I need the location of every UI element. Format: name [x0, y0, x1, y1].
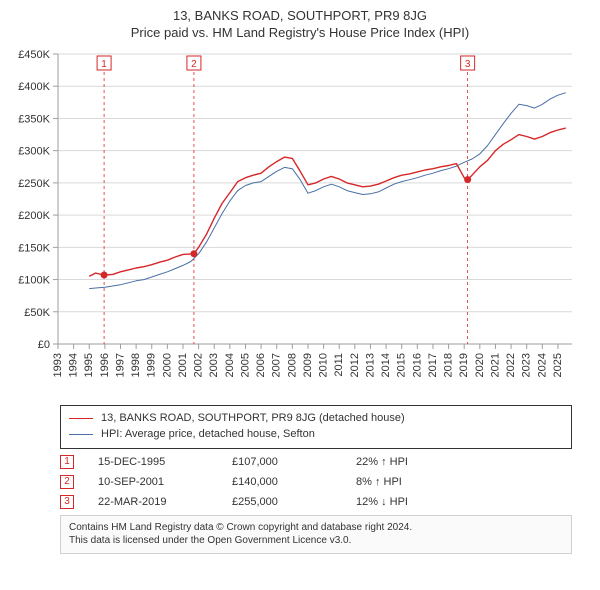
event-hpi-delta: 12% ↓ HPI: [356, 496, 476, 508]
x-axis-label: 2002: [193, 353, 205, 377]
x-axis-label: 2015: [396, 353, 408, 377]
y-axis-label: £150K: [18, 242, 50, 254]
event-price: £140,000: [232, 476, 332, 488]
event-badge-icon: 1: [60, 455, 74, 469]
y-axis-label: £400K: [18, 81, 50, 93]
x-axis-label: 2016: [411, 353, 423, 377]
event-badge-icon: 2: [60, 475, 74, 489]
x-axis-label: 1999: [146, 353, 158, 377]
event-hpi-delta: 8% ↑ HPI: [356, 476, 476, 488]
event-badge-icon: 3: [60, 495, 74, 509]
x-axis-label: 2001: [177, 353, 189, 377]
event-badge-3: 3: [465, 59, 471, 70]
event-price: £255,000: [232, 496, 332, 508]
x-axis-label: 2012: [349, 353, 361, 377]
event-row: 3 22-MAR-2019 £255,000 12% ↓ HPI: [60, 495, 572, 509]
y-axis-label: £250K: [18, 178, 50, 190]
event-row: 2 10-SEP-2001 £140,000 8% ↑ HPI: [60, 475, 572, 489]
legend: 13, BANKS ROAD, SOUTHPORT, PR9 8JG (deta…: [60, 405, 572, 449]
y-axis-label: £100K: [18, 275, 50, 287]
x-axis-label: 2017: [427, 353, 439, 377]
y-axis-label: £200K: [18, 210, 50, 222]
legend-label-property: 13, BANKS ROAD, SOUTHPORT, PR9 8JG (deta…: [101, 411, 405, 427]
event-date: 10-SEP-2001: [98, 476, 208, 488]
x-axis-label: 2008: [286, 353, 298, 377]
events-table: 1 15-DEC-1995 £107,000 22% ↑ HPI 2 10-SEP-200…: [60, 455, 572, 509]
y-axis-label: £350K: [18, 113, 50, 125]
x-axis-label: 2009: [302, 353, 314, 377]
chart-area: £0 £50K £100K £150K £200K £250K £300K £350K £400…: [0, 46, 600, 401]
y-axis-label: £50K: [24, 307, 50, 319]
legend-swatch-hpi: [69, 434, 93, 435]
attribution: Contains HM Land Registry data © Crown c…: [60, 515, 572, 554]
x-axis-label: 1996: [99, 353, 111, 377]
x-axis-label: 1997: [114, 353, 126, 377]
x-axis-label: 2025: [552, 353, 564, 377]
x-axis-label: 2014: [380, 353, 392, 377]
chart-subtitle: Price paid vs. HM Land Registry's House …: [0, 25, 600, 40]
x-axis-label: 2023: [521, 353, 533, 377]
x-axis-label: 2003: [208, 353, 220, 377]
event-hpi-delta: 22% ↑ HPI: [356, 456, 476, 468]
x-axis-label: 2010: [318, 353, 330, 377]
x-axis-label: 1995: [83, 353, 95, 377]
x-axis-label: 2022: [505, 353, 517, 377]
x-axis-label: 2024: [536, 353, 548, 377]
x-axis-label: 2006: [255, 353, 267, 377]
chart-svg: £0 £50K £100K £150K £200K £250K £300K £350K £400…: [0, 46, 600, 401]
x-axis-label: 2007: [271, 353, 283, 377]
attribution-line-2: This data is licensed under the Open Gov…: [69, 534, 563, 548]
y-axis-label: £0: [38, 339, 50, 351]
event-date: 15-DEC-1995: [98, 456, 208, 468]
y-axis-label: £300K: [18, 146, 50, 158]
x-axis-label: 2004: [224, 353, 236, 377]
x-axis-label: 1994: [68, 353, 80, 377]
event-date: 22-MAR-2019: [98, 496, 208, 508]
chart-title: 13, BANKS ROAD, SOUTHPORT, PR9 8JG: [0, 8, 600, 23]
x-axis-label: 1998: [130, 353, 142, 377]
x-axis-label: 2011: [333, 353, 345, 377]
x-axis-label: 2021: [489, 353, 501, 377]
x-axis-label: 2000: [161, 353, 173, 377]
event-row: 1 15-DEC-1995 £107,000 22% ↑ HPI: [60, 455, 572, 469]
legend-label-hpi: HPI: Average price, detached house, Seft…: [101, 427, 315, 443]
event-price: £107,000: [232, 456, 332, 468]
y-axis-label: £450K: [18, 49, 50, 61]
x-axis-label: 2005: [239, 353, 251, 377]
legend-swatch-property: [69, 418, 93, 419]
legend-row-property: 13, BANKS ROAD, SOUTHPORT, PR9 8JG (deta…: [69, 411, 563, 427]
attribution-line-1: Contains HM Land Registry data © Crown c…: [69, 521, 563, 535]
x-axis-label: 2019: [458, 353, 470, 377]
x-axis-label: 2013: [364, 353, 376, 377]
x-axis-label: 1993: [52, 353, 64, 377]
x-axis-label: 2018: [443, 353, 455, 377]
event-badge-1: 1: [101, 59, 107, 70]
legend-row-hpi: HPI: Average price, detached house, Seft…: [69, 427, 563, 443]
event-badge-2: 2: [191, 59, 197, 70]
x-axis-label: 2020: [474, 353, 486, 377]
